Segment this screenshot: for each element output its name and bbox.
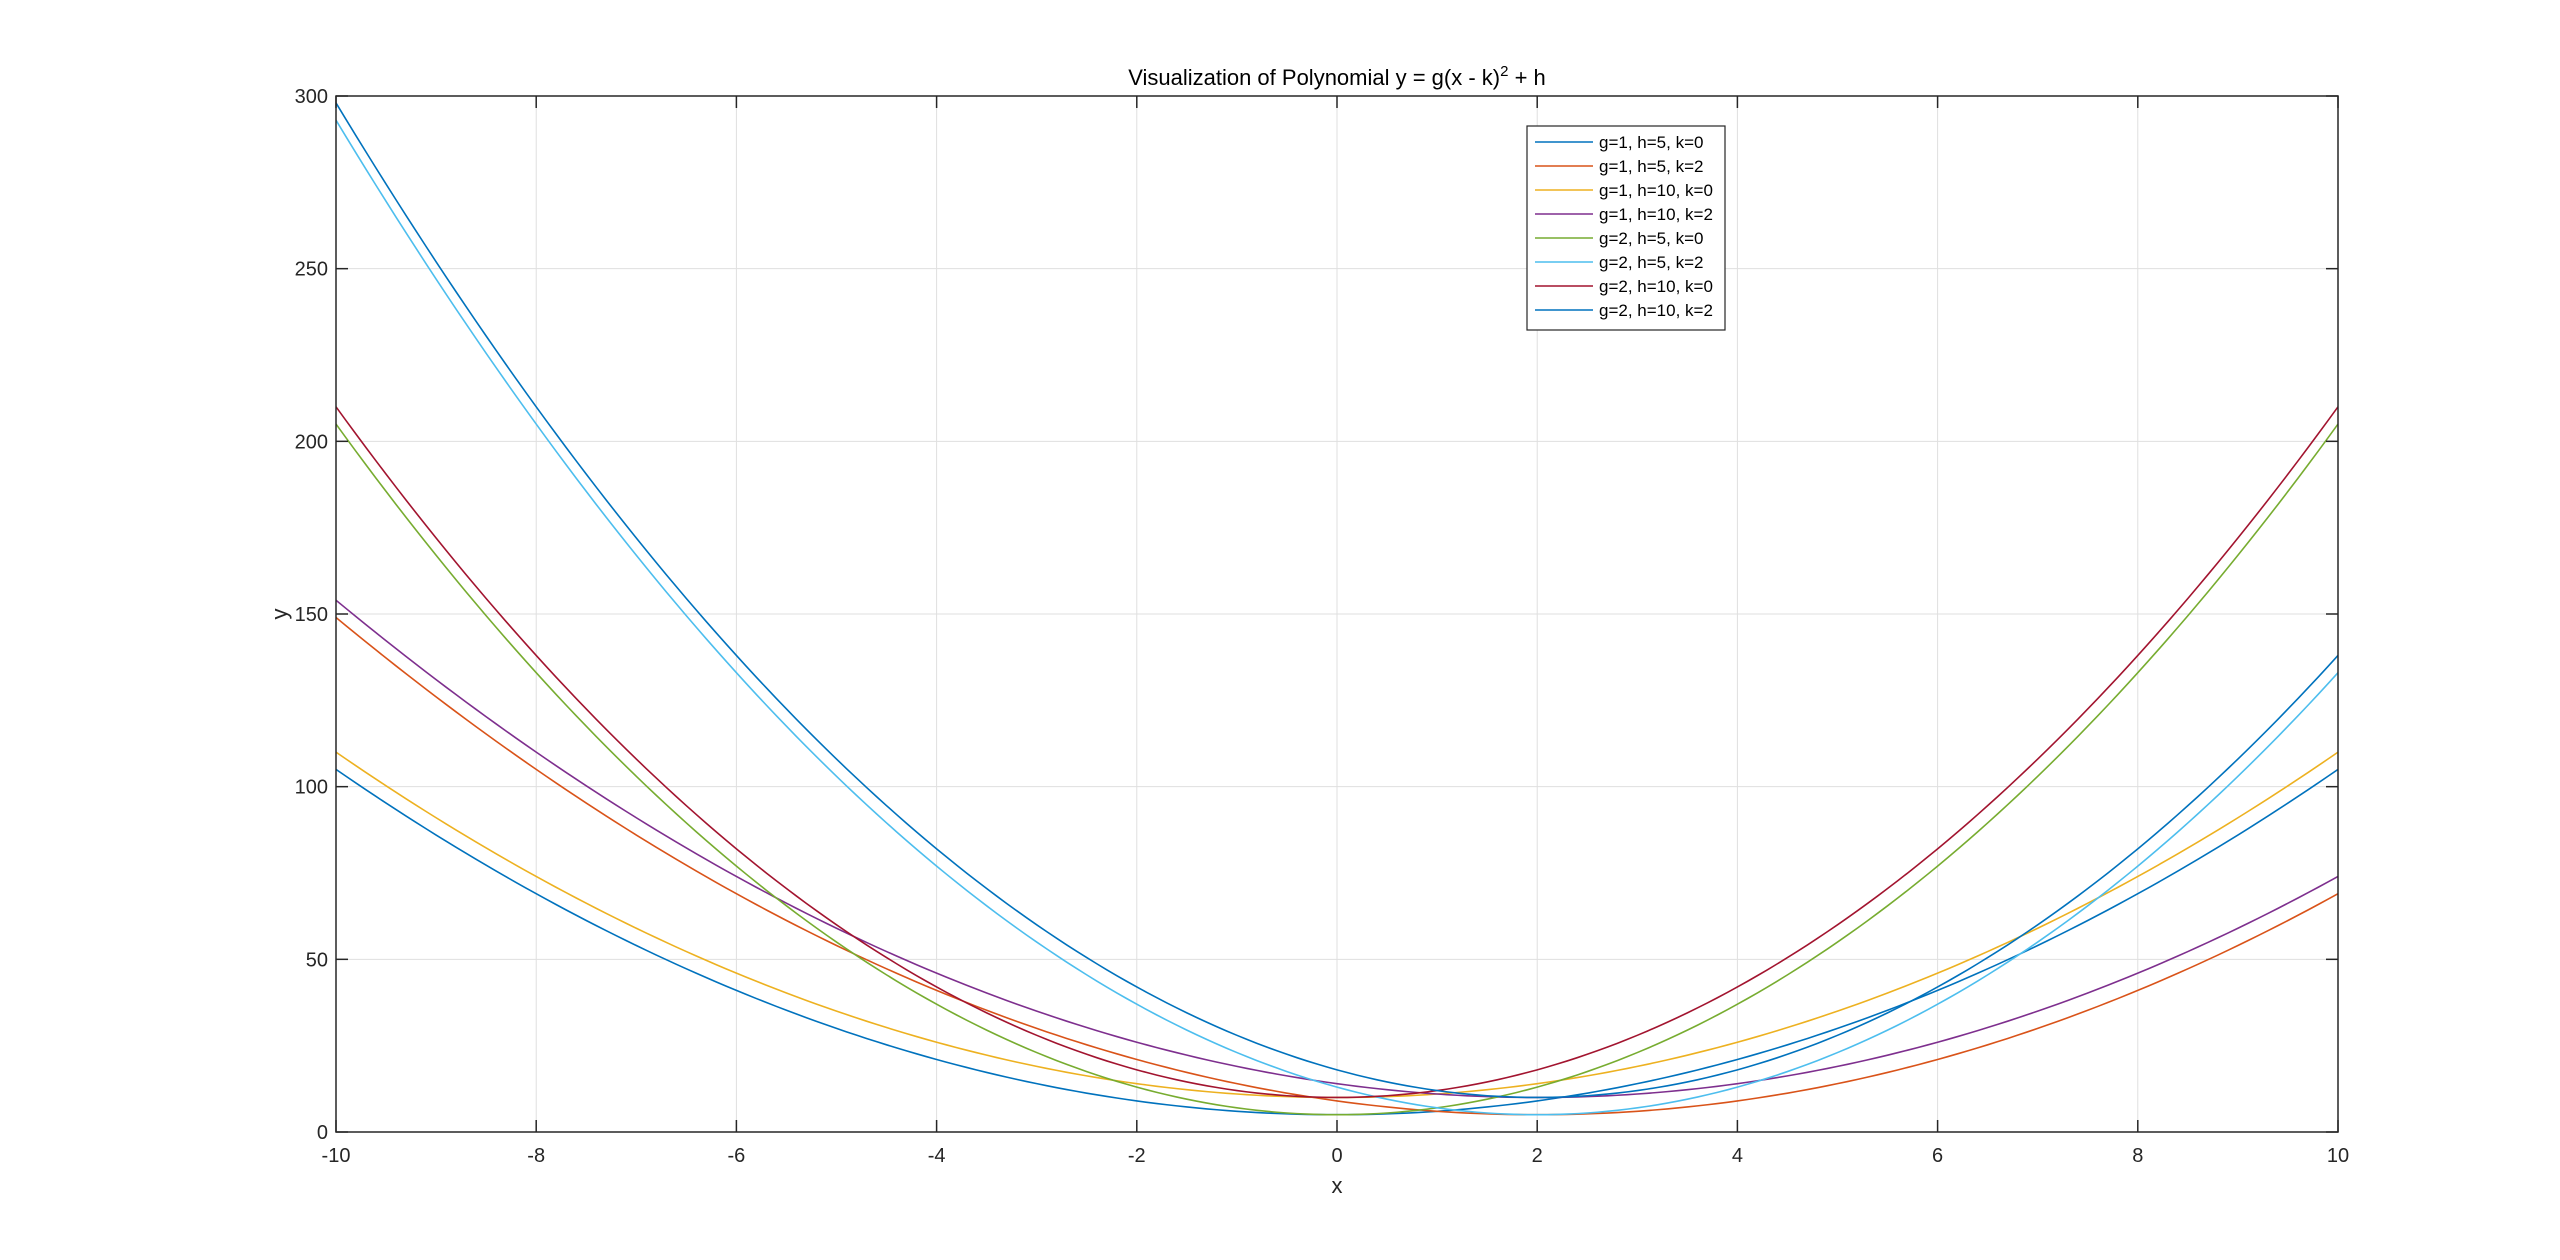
x-tick-label: 0 (1331, 1145, 1342, 1167)
x-tick-label: 6 (1932, 1145, 1943, 1167)
legend-entry-label: g=1, h=5, k=2 (1599, 157, 1703, 176)
y-tick-label: 0 (317, 1122, 328, 1144)
legend-entry-label: g=1, h=5, k=0 (1599, 133, 1703, 152)
y-tick-label: 200 (295, 431, 328, 453)
legend-entry-label: g=2, h=10, k=2 (1599, 301, 1713, 320)
y-tick-label: 150 (295, 604, 328, 626)
legend-entry-label: g=2, h=5, k=0 (1599, 229, 1703, 248)
series-lines (336, 102, 2338, 1116)
x-tick-label: 10 (2327, 1145, 2349, 1167)
y-tick-label: 100 (295, 777, 328, 799)
y-tick-label: 50 (306, 949, 328, 971)
x-tick-label: 4 (1732, 1145, 1743, 1167)
x-tick-label: -2 (1128, 1145, 1146, 1167)
legend: g=1, h=5, k=0 g=1, h=5, k=2 g=1, h=10, k=0… (1526, 125, 1726, 331)
y-tick-label: 300 (295, 86, 328, 108)
legend-entry-label: g=1, h=10, k=2 (1599, 205, 1713, 224)
series-line-4 (336, 599, 2338, 1099)
series-line-2 (336, 616, 2338, 1116)
series-line-8 (336, 102, 2338, 1099)
series-line-5 (336, 423, 2338, 1116)
y-tick-label: 250 (295, 259, 328, 281)
legend-entry-label: g=1, h=10, k=0 (1599, 181, 1713, 200)
legend-entry-label: g=2, h=5, k=2 (1599, 253, 1703, 272)
x-tick-label: 2 (1532, 1145, 1543, 1167)
x-tick-label: -6 (728, 1145, 746, 1167)
x-tick-label: -4 (928, 1145, 946, 1167)
series-line-6 (336, 119, 2338, 1116)
legend-box (1526, 125, 1726, 331)
legend-entry-label: g=2, h=10, k=0 (1599, 277, 1713, 296)
x-tick-label: 8 (2132, 1145, 2143, 1167)
x-axis-label: x (1332, 1173, 1343, 1198)
chart-title: Visualization of Polynomial y = g(x - k)… (1128, 63, 1546, 90)
y-axis-label: y (267, 609, 292, 620)
x-tick-label: -10 (322, 1145, 351, 1167)
series-line-7 (336, 406, 2338, 1099)
x-tick-label: -8 (527, 1145, 545, 1167)
